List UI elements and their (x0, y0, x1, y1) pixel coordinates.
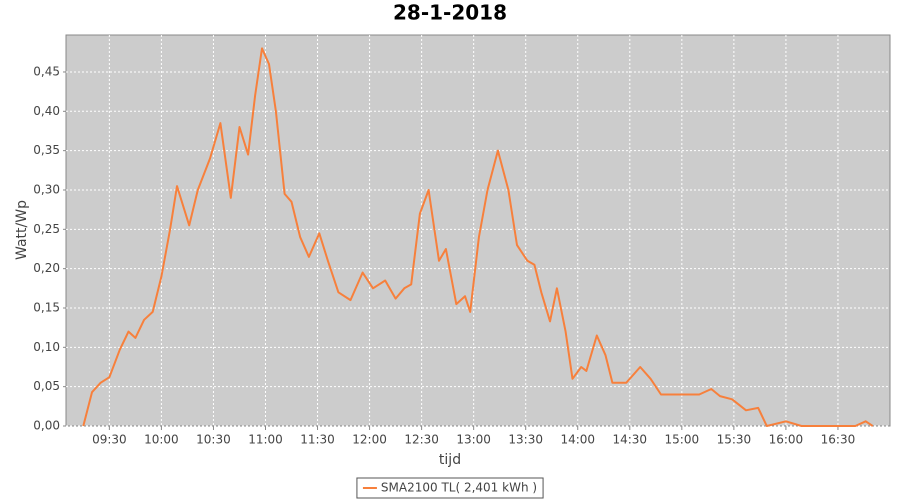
x-tick-label: 15:00 (665, 433, 700, 447)
y-tick-label: 0,40 (33, 104, 60, 118)
y-tick-label: 0,05 (33, 379, 60, 393)
y-tick-label: 0,25 (33, 222, 60, 236)
x-tick-label: 16:30 (821, 433, 856, 447)
x-tick-label: 12:30 (404, 433, 439, 447)
x-tick-label: 10:00 (144, 433, 179, 447)
y-axis-label: Watt/Wp (14, 200, 30, 260)
x-tick-label: 14:00 (560, 433, 595, 447)
x-tick-label: 15:30 (717, 433, 752, 447)
legend-label: SMA2100 TL( 2,401 kWh ) (381, 481, 537, 495)
legend-box (356, 477, 544, 499)
x-tick-label: 11:00 (248, 433, 283, 447)
x-tick-label: 14:30 (612, 433, 647, 447)
x-tick-label: 11:30 (300, 433, 335, 447)
x-tick-label: 10:30 (196, 433, 231, 447)
y-tick-label: 0,35 (33, 143, 60, 157)
y-tick-label: 0,10 (33, 340, 60, 354)
x-tick-label: 12:00 (352, 433, 387, 447)
x-axis-label: tijd (439, 452, 461, 468)
x-tick-label: 13:30 (508, 433, 543, 447)
x-tick-label: 13:00 (456, 433, 491, 447)
chart-title: 28-1-2018 (393, 1, 507, 25)
x-tick-label: 09:30 (92, 433, 127, 447)
y-tick-label: 0,20 (33, 261, 60, 275)
y-tick-label: 0,30 (33, 182, 60, 196)
y-tick-label: 0,45 (33, 64, 60, 78)
y-tick-label: 0,15 (33, 300, 60, 314)
series-line (82, 47, 874, 427)
plot-area (65, 34, 891, 427)
y-tick-label: 0,00 (33, 419, 60, 433)
legend: SMA2100 TL( 2,401 kWh ) (356, 477, 544, 499)
x-tick-label: 16:00 (769, 433, 804, 447)
